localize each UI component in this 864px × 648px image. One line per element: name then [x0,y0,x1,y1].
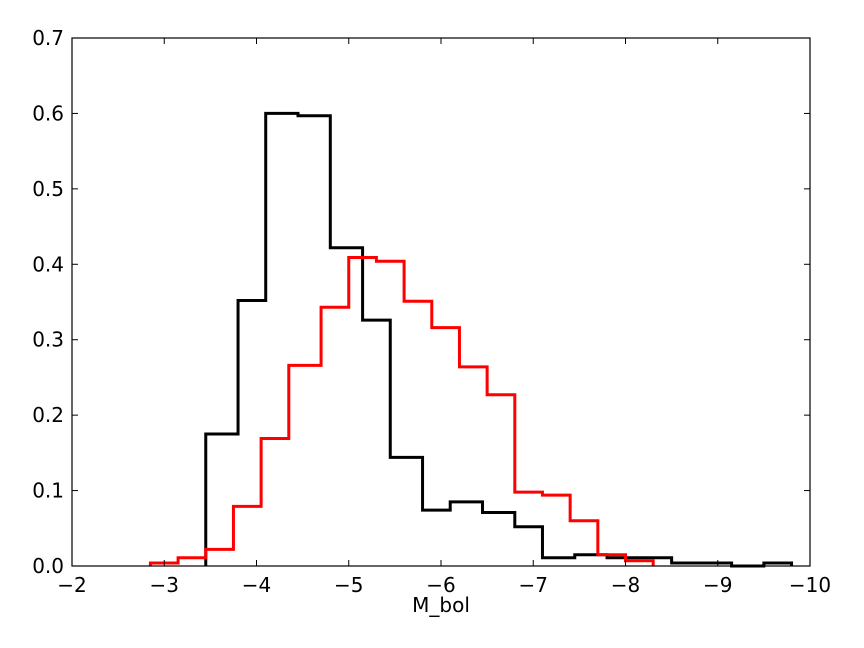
y-tick-label: 0.7 [32,26,64,50]
x-tick-label: −7 [519,573,548,597]
y-tick-label: 0.3 [32,328,64,352]
ticks-layer: −2 −3 −4 −5 −6 −7 −8 −9 −10 0.0 0.1 0.2 0.3 0.4 0.5 0.6… [32,26,831,597]
series-0-step-line [204,111,794,568]
y-tick-label: 0.2 [32,403,64,427]
y-tick-label: 0.1 [32,479,64,503]
series-layer [148,111,794,568]
x-tick-label: −3 [150,573,179,597]
y-tick-label: 0.4 [32,252,64,276]
x-tick-label: −2 [57,573,86,597]
plot-frame [71,37,811,567]
x-tick-label: −6 [426,573,455,597]
x-tick-label: −10 [789,573,831,597]
series-1-step-line [148,256,655,566]
x-tick-label: −4 [242,573,271,597]
x-tick-label: −5 [334,573,363,597]
y-tick-label: 0.5 [32,177,64,201]
y-tick-label: 0.6 [32,101,64,125]
x-tick-label: −9 [703,573,732,597]
y-tick-label: 0.0 [32,554,64,578]
x-tick-label: −8 [611,573,640,597]
x-axis-label: M_bol [412,593,470,617]
